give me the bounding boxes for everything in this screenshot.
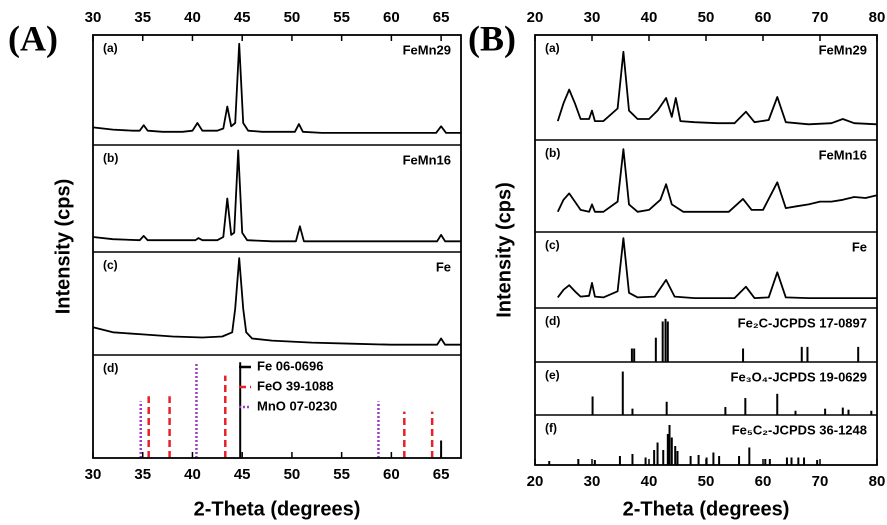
x-tick-label-top: 60 [383, 9, 400, 26]
panel-title: FeMn29 [819, 42, 867, 57]
panel-title: FeMn16 [403, 152, 451, 167]
x-tick-label-top: 40 [184, 9, 201, 26]
panel-label: (f) [545, 421, 557, 435]
x-tick-label: 60 [383, 466, 400, 483]
x-tick-label-top: 60 [755, 9, 772, 26]
pattern-line [92, 149, 461, 243]
panel-title: Fe₂C-JCPDS 17-0897 [738, 315, 867, 330]
x-tick-label-top: 50 [698, 9, 715, 26]
x-axis-label: 2-Theta (degrees) [194, 498, 361, 520]
panel-title: FeMn29 [403, 42, 451, 57]
x-tick-label: 30 [584, 473, 601, 490]
panel-label: (c) [545, 238, 560, 252]
x-axis-label: 2-Theta (degrees) [623, 498, 790, 520]
panel-title: FeMn16 [819, 147, 867, 162]
panel-label: (d) [103, 361, 118, 375]
pattern-line [556, 148, 878, 213]
x-tick-label: 20 [527, 473, 544, 490]
x-tick-label-top: 55 [333, 9, 350, 26]
x-tick-label: 45 [234, 466, 251, 483]
x-tick-label: 50 [698, 473, 715, 490]
plot-frame [92, 34, 462, 459]
x-tick-label: 80 [869, 473, 886, 490]
panel-title: Fe₅C₂-JCPDS 36-1248 [732, 422, 867, 437]
panel-title: Fe [852, 239, 867, 254]
panel-label: (d) [545, 314, 560, 328]
panel-label: (c) [103, 258, 118, 272]
x-tick-label: 40 [184, 466, 201, 483]
x-tick-label-top: 80 [869, 9, 886, 26]
panel-label: (a) [103, 41, 118, 55]
x-tick-label: 70 [812, 473, 829, 490]
x-tick-label-top: 45 [234, 9, 251, 26]
panel-label: (e) [545, 368, 560, 382]
x-tick-label-top: 70 [812, 9, 829, 26]
x-tick-label: 60 [755, 473, 772, 490]
x-tick-label-top: 20 [527, 9, 544, 26]
y-axis-label: Intensity (cps) [493, 182, 515, 318]
pattern-line [92, 257, 461, 346]
x-tick-label: 35 [134, 466, 151, 483]
x-tick-label: 50 [284, 466, 301, 483]
x-tick-label-top: 65 [433, 9, 450, 26]
panel-label: (b) [545, 146, 560, 160]
panel-title: Fe [436, 259, 451, 274]
figure-label: (A) [8, 18, 58, 58]
panel-label: (a) [545, 41, 560, 55]
legend-entry: FeO 39-1088 [257, 378, 334, 393]
pattern-line [556, 50, 878, 126]
plot-frame [534, 34, 878, 466]
legend-entry: Fe 06-0696 [257, 358, 324, 373]
figure-label: (B) [468, 18, 516, 58]
x-tick-label: 65 [433, 466, 450, 483]
x-tick-label: 30 [85, 466, 102, 483]
panel-label: (b) [103, 151, 118, 165]
x-tick-label-top: 40 [641, 9, 658, 26]
x-tick-label: 55 [333, 466, 350, 483]
pattern-line [557, 237, 877, 299]
legend-entry: MnO 07-0230 [257, 398, 337, 413]
x-tick-label: 40 [641, 473, 658, 490]
pattern-line [92, 42, 461, 134]
panel-title: Fe₃O₄-JCPDS 19-0629 [731, 369, 868, 384]
x-tick-label-top: 50 [284, 9, 301, 26]
y-axis-label: Intensity (cps) [52, 179, 74, 315]
x-tick-label-top: 30 [85, 9, 102, 26]
x-tick-label-top: 30 [584, 9, 601, 26]
x-tick-label-top: 35 [134, 9, 151, 26]
